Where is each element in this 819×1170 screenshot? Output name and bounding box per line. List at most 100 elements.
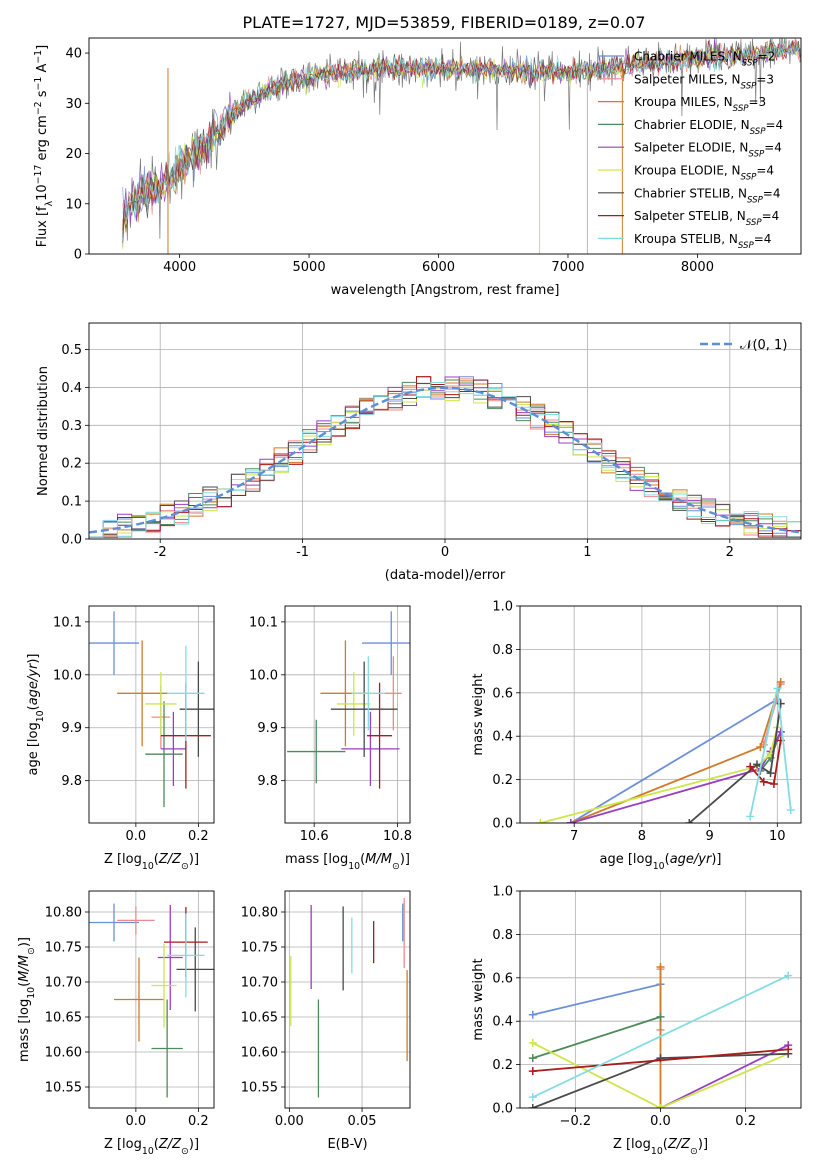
- plot-area: [536, 677, 795, 823]
- y-tick-label: 10.55: [45, 1081, 82, 1096]
- weight-marker: [528, 1010, 537, 1019]
- x-tick-label: -1: [296, 545, 309, 560]
- axes-frame: [88, 605, 215, 824]
- x-tick-label: 1: [583, 545, 591, 560]
- y-axis-label: mass weight: [471, 673, 486, 755]
- plot-area: [290, 898, 408, 1098]
- y-tick-label: 9.9: [257, 721, 278, 736]
- weight-vs-z-panel: −0.2 0.0 0.2 0.0 0.2 0.4 0.6 0.8 1.0 Z [log10(Z/Z…: [471, 885, 802, 1157]
- plot-area: [287, 611, 410, 789]
- y-tick-label: 10.0: [53, 668, 82, 683]
- y-tick-label: 10.80: [241, 906, 278, 921]
- y-tick-label: 30: [65, 97, 82, 112]
- y-tick-label: 0.8: [492, 928, 513, 943]
- legend-label: Kroupa MILES, NSSP=3: [634, 95, 766, 114]
- x-tick-label: 0.2: [188, 829, 209, 844]
- legend-label: Salpeter ELODIE, NSSP=4: [634, 141, 782, 160]
- y-tick-label: 10.70: [241, 976, 278, 991]
- axes-frame: [519, 890, 802, 1109]
- weight-line-salpeter-elodie: [570, 731, 782, 823]
- y-tick-label: 10.1: [249, 615, 278, 630]
- weight-marker: [528, 1104, 537, 1108]
- x-tick-label: 0.2: [188, 1114, 209, 1129]
- y-tick-label: 0.0: [492, 817, 513, 832]
- weight-marker: [656, 1012, 665, 1021]
- y-tick-label: 10.80: [45, 906, 82, 921]
- y-tick-label: 9.8: [61, 774, 82, 789]
- y-axis-label: Normed distribution: [36, 366, 51, 496]
- x-tick-label: 0.05: [348, 1114, 377, 1129]
- y-tick-label: 10: [65, 197, 82, 212]
- weight-line-salpeter-stelib: [532, 1048, 789, 1072]
- legend-label: Chabrier STELIB, NSSP=4: [634, 186, 781, 205]
- plot-area: [89, 903, 214, 1098]
- weight-line-kroupa-elodie: [540, 727, 779, 823]
- y-tick-label: 1.0: [492, 885, 513, 900]
- axes-frame: [519, 605, 802, 824]
- mass-vs-z-panel: 0.0 0.2 10.55 10.60 10.65 10.70 10.75 10.80 Z [l…: [17, 890, 215, 1157]
- weight-marker: [759, 777, 768, 786]
- y-axis-label: Flux [fλ10−17 erg cm−2 s−1 A−1]: [33, 45, 55, 247]
- axes-frame: [88, 37, 802, 255]
- y-tick-label: 40: [65, 47, 82, 62]
- y-tick-label: 10.65: [241, 1011, 278, 1026]
- weight-line-salpeter-stelib: [749, 740, 782, 785]
- y-tick-label: 20: [65, 147, 82, 162]
- y-tick-label: 9.8: [257, 774, 278, 789]
- y-tick-label: 0.5: [61, 343, 82, 358]
- weight-marker: [566, 819, 575, 823]
- x-tick-label: 10.6: [300, 829, 329, 844]
- x-tick-label: -2: [154, 545, 167, 560]
- x-tick-label: 0.0: [126, 829, 147, 844]
- x-axis-label: age [log10(age/yr)]: [599, 852, 721, 872]
- plot-area: [122, 38, 801, 254]
- weight-marker: [756, 743, 765, 752]
- x-tick-label: 5000: [293, 260, 326, 275]
- weight-line-chabrier-elodie: [532, 1016, 661, 1059]
- spectrum-panel: 4000 5000 6000 7000 8000 0 10 20 30 40 wavelength …: [33, 37, 802, 298]
- y-axis-label: mass weight: [471, 958, 486, 1040]
- x-axis-label: Z [log10(Z/Z⊙)]: [613, 1137, 708, 1157]
- x-tick-label: 0.00: [275, 1114, 304, 1129]
- weight-line-kroupa-elodie: [532, 1042, 789, 1108]
- age-vs-mass-panel: 10.6 10.8 9.8 9.9 10.0 10.1 mass [log10(M/M⊙)]: [249, 605, 412, 872]
- y-tick-label: 9.9: [61, 721, 82, 736]
- weight-marker: [784, 971, 793, 980]
- x-tick-label: 6000: [422, 260, 455, 275]
- x-axis-label: Z [log10(Z/Z⊙)]: [104, 1137, 199, 1157]
- weight-marker: [784, 1045, 793, 1054]
- y-tick-label: 10.75: [45, 941, 82, 956]
- x-tick-label: −0.2: [560, 1114, 592, 1129]
- x-tick-label: 8: [638, 829, 646, 844]
- y-tick-label: 0.6: [492, 686, 513, 701]
- age-vs-z-panel: 0.0 0.2 9.8 9.9 10.0 10.1 Z [log10(Z/Z⊙)] age […: [26, 605, 215, 872]
- y-tick-label: 0.1: [61, 495, 82, 510]
- weight-marker: [528, 1093, 537, 1102]
- legend: Chabrier MILES, NSSP=2 Salpeter MILES, NS…: [598, 50, 783, 251]
- x-tick-label: 7: [570, 829, 578, 844]
- y-tick-label: 0.4: [492, 1015, 513, 1030]
- weight-line-chabrier-stelib: [688, 703, 782, 823]
- y-axis-label: mass [log10(M/M⊙)]: [17, 937, 37, 1062]
- y-tick-label: 0.3: [61, 419, 82, 434]
- weight-marker: [656, 962, 665, 971]
- x-tick-label: 10.8: [383, 829, 412, 844]
- legend-label: Salpeter STELIB, NSSP=4: [634, 209, 779, 228]
- legend-label: Kroupa ELODIE, NSSP=4: [634, 164, 774, 183]
- y-tick-label: 0.4: [61, 381, 82, 396]
- weight-marker: [776, 727, 785, 736]
- model-spectrum-salpeter-stelib: [122, 40, 801, 231]
- x-tick-label: 7000: [551, 260, 584, 275]
- y-axis-label: age [log10(age/yr)]: [26, 653, 46, 775]
- y-tick-label: 0.6: [492, 971, 513, 986]
- legend-label: Salpeter MILES, NSSP=3: [634, 72, 774, 91]
- y-tick-label: 10.60: [241, 1046, 278, 1061]
- weight-marker: [656, 1104, 665, 1108]
- x-axis-label: wavelength [Angstrom, rest frame]: [331, 283, 560, 298]
- weight-marker: [776, 677, 785, 686]
- x-tick-label: 4000: [163, 260, 196, 275]
- y-tick-label: 0.0: [492, 1102, 513, 1117]
- weight-marker: [746, 762, 755, 771]
- model-spectrum-kroupa-stelib: [122, 42, 801, 221]
